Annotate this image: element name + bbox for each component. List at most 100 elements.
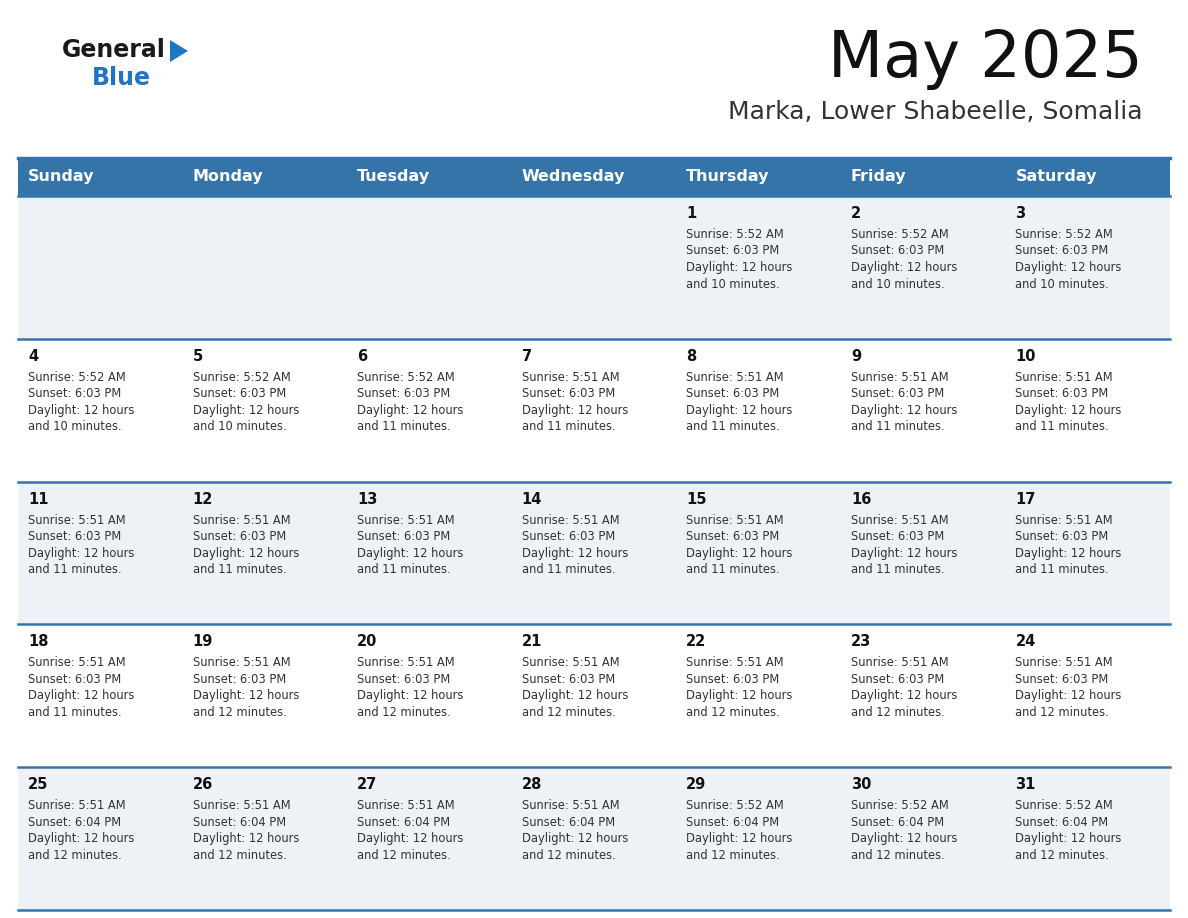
- Text: 27: 27: [358, 778, 378, 792]
- Text: Sunset: 6:03 PM: Sunset: 6:03 PM: [29, 530, 121, 543]
- Text: Sunrise: 5:51 AM: Sunrise: 5:51 AM: [358, 800, 455, 812]
- Text: 24: 24: [1016, 634, 1036, 649]
- Text: and 11 minutes.: and 11 minutes.: [358, 563, 450, 577]
- Text: Sunset: 6:03 PM: Sunset: 6:03 PM: [358, 530, 450, 543]
- Text: 11: 11: [29, 492, 49, 507]
- Text: Daylight: 12 hours: Daylight: 12 hours: [687, 404, 792, 417]
- Text: and 12 minutes.: and 12 minutes.: [358, 849, 451, 862]
- Text: 10: 10: [1016, 349, 1036, 364]
- Text: 22: 22: [687, 634, 707, 649]
- Text: Daylight: 12 hours: Daylight: 12 hours: [29, 833, 134, 845]
- Text: 20: 20: [358, 634, 378, 649]
- Text: 18: 18: [29, 634, 49, 649]
- Text: Sunset: 6:04 PM: Sunset: 6:04 PM: [851, 816, 944, 829]
- Text: Sunrise: 5:52 AM: Sunrise: 5:52 AM: [1016, 800, 1113, 812]
- Text: Sunrise: 5:51 AM: Sunrise: 5:51 AM: [192, 513, 290, 527]
- Text: and 10 minutes.: and 10 minutes.: [851, 277, 944, 290]
- Text: Marka, Lower Shabeelle, Somalia: Marka, Lower Shabeelle, Somalia: [728, 100, 1143, 124]
- Text: and 11 minutes.: and 11 minutes.: [687, 563, 779, 577]
- Text: Friday: Friday: [851, 170, 906, 185]
- Text: Sunset: 6:03 PM: Sunset: 6:03 PM: [192, 530, 286, 543]
- Text: Daylight: 12 hours: Daylight: 12 hours: [687, 261, 792, 274]
- Text: 16: 16: [851, 492, 871, 507]
- Text: 28: 28: [522, 778, 542, 792]
- Text: Sunrise: 5:52 AM: Sunrise: 5:52 AM: [851, 800, 948, 812]
- Text: 17: 17: [1016, 492, 1036, 507]
- Text: Sunset: 6:03 PM: Sunset: 6:03 PM: [522, 387, 615, 400]
- Text: Sunset: 6:04 PM: Sunset: 6:04 PM: [29, 816, 121, 829]
- Text: Daylight: 12 hours: Daylight: 12 hours: [851, 261, 958, 274]
- Text: 29: 29: [687, 778, 707, 792]
- Text: Sunrise: 5:52 AM: Sunrise: 5:52 AM: [851, 228, 948, 241]
- Text: Sunset: 6:03 PM: Sunset: 6:03 PM: [851, 673, 944, 686]
- Text: Daylight: 12 hours: Daylight: 12 hours: [522, 404, 628, 417]
- Text: Blue: Blue: [91, 66, 151, 90]
- Text: Daylight: 12 hours: Daylight: 12 hours: [522, 833, 628, 845]
- Text: Daylight: 12 hours: Daylight: 12 hours: [358, 546, 463, 560]
- Text: Daylight: 12 hours: Daylight: 12 hours: [192, 546, 299, 560]
- Text: Sunrise: 5:51 AM: Sunrise: 5:51 AM: [192, 656, 290, 669]
- Text: Sunrise: 5:51 AM: Sunrise: 5:51 AM: [851, 656, 948, 669]
- Text: Sunset: 6:03 PM: Sunset: 6:03 PM: [29, 387, 121, 400]
- Text: General: General: [62, 38, 166, 62]
- Text: 2: 2: [851, 206, 861, 221]
- Text: Sunrise: 5:51 AM: Sunrise: 5:51 AM: [358, 513, 455, 527]
- Text: Daylight: 12 hours: Daylight: 12 hours: [522, 689, 628, 702]
- Text: Daylight: 12 hours: Daylight: 12 hours: [1016, 689, 1121, 702]
- Text: 25: 25: [29, 778, 49, 792]
- Text: Sunrise: 5:51 AM: Sunrise: 5:51 AM: [851, 513, 948, 527]
- Text: Sunset: 6:03 PM: Sunset: 6:03 PM: [522, 530, 615, 543]
- Text: Sunrise: 5:52 AM: Sunrise: 5:52 AM: [687, 228, 784, 241]
- Text: Sunset: 6:03 PM: Sunset: 6:03 PM: [687, 530, 779, 543]
- Text: Sunrise: 5:51 AM: Sunrise: 5:51 AM: [522, 656, 619, 669]
- Text: and 11 minutes.: and 11 minutes.: [1016, 563, 1110, 577]
- Text: Sunset: 6:03 PM: Sunset: 6:03 PM: [1016, 530, 1108, 543]
- Text: Sunset: 6:04 PM: Sunset: 6:04 PM: [1016, 816, 1108, 829]
- Text: Daylight: 12 hours: Daylight: 12 hours: [851, 404, 958, 417]
- Text: Daylight: 12 hours: Daylight: 12 hours: [192, 404, 299, 417]
- Text: Daylight: 12 hours: Daylight: 12 hours: [1016, 546, 1121, 560]
- Text: and 11 minutes.: and 11 minutes.: [851, 420, 944, 433]
- Text: and 11 minutes.: and 11 minutes.: [29, 563, 121, 577]
- Text: Daylight: 12 hours: Daylight: 12 hours: [358, 404, 463, 417]
- Text: Daylight: 12 hours: Daylight: 12 hours: [192, 689, 299, 702]
- Text: Tuesday: Tuesday: [358, 170, 430, 185]
- Text: Daylight: 12 hours: Daylight: 12 hours: [687, 833, 792, 845]
- Text: 21: 21: [522, 634, 542, 649]
- Text: Sunset: 6:03 PM: Sunset: 6:03 PM: [1016, 673, 1108, 686]
- Text: 14: 14: [522, 492, 542, 507]
- Text: and 11 minutes.: and 11 minutes.: [522, 420, 615, 433]
- Text: Daylight: 12 hours: Daylight: 12 hours: [687, 546, 792, 560]
- Text: Monday: Monday: [192, 170, 264, 185]
- Text: 7: 7: [522, 349, 532, 364]
- Text: and 11 minutes.: and 11 minutes.: [358, 420, 450, 433]
- Text: Sunrise: 5:51 AM: Sunrise: 5:51 AM: [522, 513, 619, 527]
- Text: Sunset: 6:03 PM: Sunset: 6:03 PM: [358, 673, 450, 686]
- Text: Sunrise: 5:51 AM: Sunrise: 5:51 AM: [358, 656, 455, 669]
- Text: and 10 minutes.: and 10 minutes.: [192, 420, 286, 433]
- Text: and 10 minutes.: and 10 minutes.: [687, 277, 779, 290]
- Text: 19: 19: [192, 634, 213, 649]
- Text: Sunrise: 5:52 AM: Sunrise: 5:52 AM: [29, 371, 126, 384]
- Text: 3: 3: [1016, 206, 1025, 221]
- Text: Sunrise: 5:51 AM: Sunrise: 5:51 AM: [522, 371, 619, 384]
- Text: Daylight: 12 hours: Daylight: 12 hours: [851, 833, 958, 845]
- Text: and 12 minutes.: and 12 minutes.: [687, 849, 781, 862]
- Text: and 12 minutes.: and 12 minutes.: [29, 849, 121, 862]
- Text: Daylight: 12 hours: Daylight: 12 hours: [358, 689, 463, 702]
- Text: Sunrise: 5:52 AM: Sunrise: 5:52 AM: [1016, 228, 1113, 241]
- Text: Sunset: 6:03 PM: Sunset: 6:03 PM: [192, 673, 286, 686]
- Text: and 11 minutes.: and 11 minutes.: [29, 706, 121, 719]
- Text: 8: 8: [687, 349, 696, 364]
- Text: Sunrise: 5:51 AM: Sunrise: 5:51 AM: [1016, 371, 1113, 384]
- Text: 23: 23: [851, 634, 871, 649]
- Text: Sunrise: 5:51 AM: Sunrise: 5:51 AM: [1016, 513, 1113, 527]
- Text: Daylight: 12 hours: Daylight: 12 hours: [29, 689, 134, 702]
- Text: Sunset: 6:03 PM: Sunset: 6:03 PM: [687, 387, 779, 400]
- Text: Sunrise: 5:52 AM: Sunrise: 5:52 AM: [687, 800, 784, 812]
- Text: Sunset: 6:04 PM: Sunset: 6:04 PM: [358, 816, 450, 829]
- Text: and 12 minutes.: and 12 minutes.: [192, 706, 286, 719]
- Text: Sunrise: 5:51 AM: Sunrise: 5:51 AM: [192, 800, 290, 812]
- Text: and 12 minutes.: and 12 minutes.: [1016, 849, 1110, 862]
- Text: Sunset: 6:03 PM: Sunset: 6:03 PM: [687, 673, 779, 686]
